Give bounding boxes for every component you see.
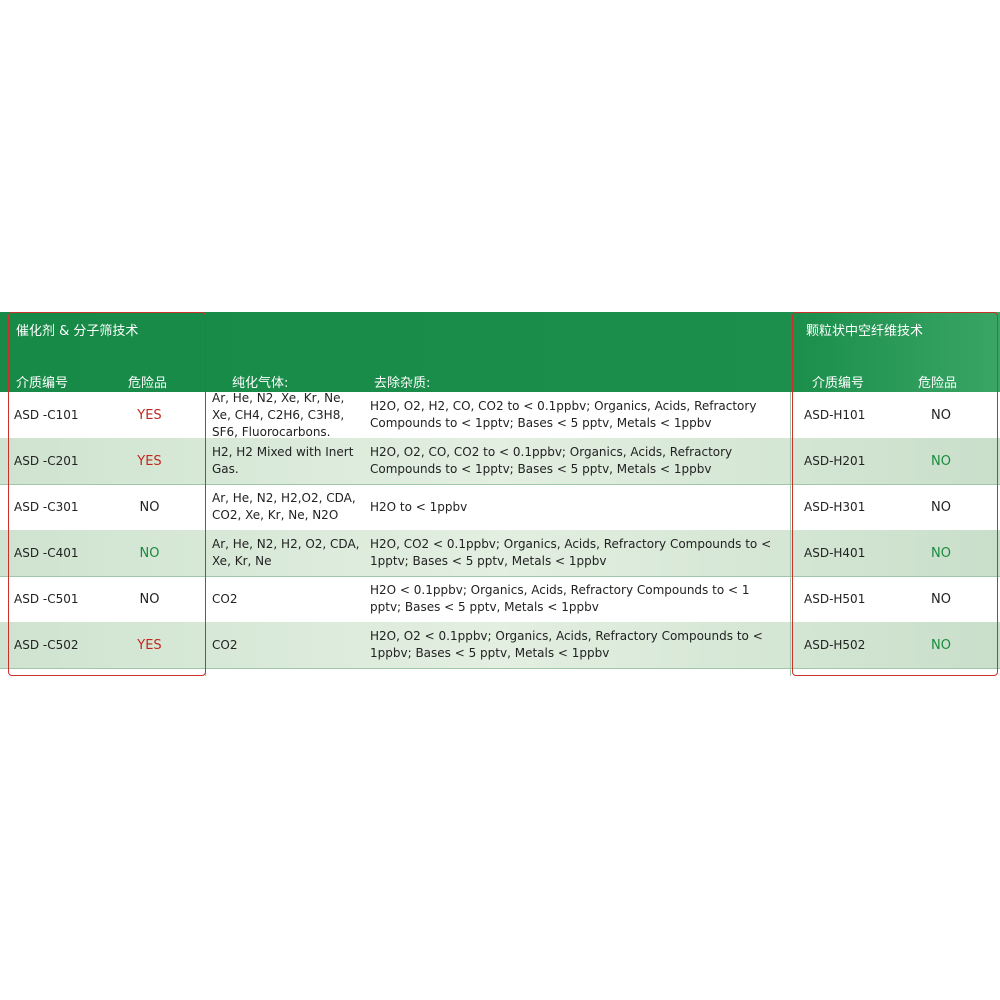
table-cell: ASD -C201 — [14, 453, 79, 468]
divider — [790, 392, 791, 676]
table-cell: ASD -C502 — [14, 637, 79, 652]
table-row: ASD -C201 YES H2, H2 Mixed with Inert Gas.… — [0, 438, 1000, 485]
table-cell: ASD-H501 — [804, 591, 866, 606]
table-cell: ASD -C301 — [14, 499, 79, 514]
highlight-box — [792, 312, 998, 676]
table-row: ASD -C401 NO Ar, He, N2, H2, O2, CDA, Xe, … — [0, 530, 1000, 577]
table-cell: YES — [137, 453, 162, 469]
table-cell: NO — [139, 499, 160, 515]
table-cell: H2O, CO2 < 0.1ppbv; Organics, Acids, Ref… — [370, 537, 772, 568]
header-band — [0, 312, 1000, 392]
table-cell: CO2 — [212, 637, 238, 652]
column-header: 危险品 — [128, 376, 168, 391]
table-cell: ASD -C501 — [14, 591, 79, 606]
table-row: ASD -C502 YES CO2 H2O, O2 < 0.1ppbv; Organi… — [0, 622, 1000, 669]
table-cell: NO — [139, 591, 160, 607]
column-header: 介质编号 — [812, 376, 865, 391]
column-header: 介质编号 — [16, 376, 69, 391]
section-title: 颗粒状中空纤维技术 — [806, 324, 924, 339]
table-cell: Ar, He, N2, H2, O2, CDA, Xe, Kr, Ne — [212, 537, 360, 568]
table-cell: ASD-H502 — [804, 637, 866, 652]
table-cell: NO — [931, 637, 951, 653]
table-cell: NO — [931, 407, 951, 423]
table-cell: H2O, O2, CO, CO2 to < 0.1ppbv; Organics,… — [370, 445, 733, 476]
table-cell: ASD-H101 — [804, 407, 866, 422]
column-header: 去除杂质: — [374, 376, 431, 391]
table-cell: H2O, O2 < 0.1ppbv; Organics, Acids, Refr… — [370, 629, 763, 660]
highlight-box — [8, 312, 206, 676]
table-cell: H2O to < 1ppbv — [370, 499, 468, 514]
table-cell: H2O < 0.1ppbv; Organics, Acids, Refracto… — [370, 583, 750, 614]
table-cell: Ar, He, N2, H2,O2, CDA, CO2, Xe, Kr, Ne,… — [212, 491, 356, 522]
table-cell: ASD-H401 — [804, 545, 866, 560]
column-header: 纯化气体: — [232, 376, 289, 391]
table-cell: ASD -C401 — [14, 545, 79, 560]
table-cell: NO — [139, 545, 160, 561]
table-cell: NO — [931, 591, 951, 607]
table-cell: NO — [931, 499, 951, 515]
table-cell: YES — [137, 407, 162, 423]
table-cell: CO2 — [212, 591, 238, 606]
table-cell: NO — [931, 545, 951, 561]
table-row: ASD -C101 YES Ar, He, N2, Xe, Kr, Ne, Xe, … — [0, 390, 1000, 439]
table-cell: NO — [931, 453, 951, 469]
table-cell: YES — [137, 637, 162, 653]
table-cell: H2, H2 Mixed with Inert Gas. — [212, 445, 354, 476]
table-cell: ASD-H201 — [804, 453, 866, 468]
table-cell: H2O, O2, H2, CO, CO2 to < 0.1ppbv; Organ… — [370, 399, 757, 430]
table-cell: ASD -C101 — [14, 407, 79, 422]
section-title: 催化剂 & 分子筛技术 — [16, 324, 139, 339]
table-row: ASD -C501 NO CO2 H2O < 0.1ppbv; Organics, A… — [0, 576, 1000, 623]
column-header: 危险品 — [918, 376, 958, 391]
table-cell: ASD-H301 — [804, 499, 866, 514]
table-cell: Ar, He, N2, Xe, Kr, Ne, Xe, CH4, C2H6, C… — [212, 390, 345, 439]
